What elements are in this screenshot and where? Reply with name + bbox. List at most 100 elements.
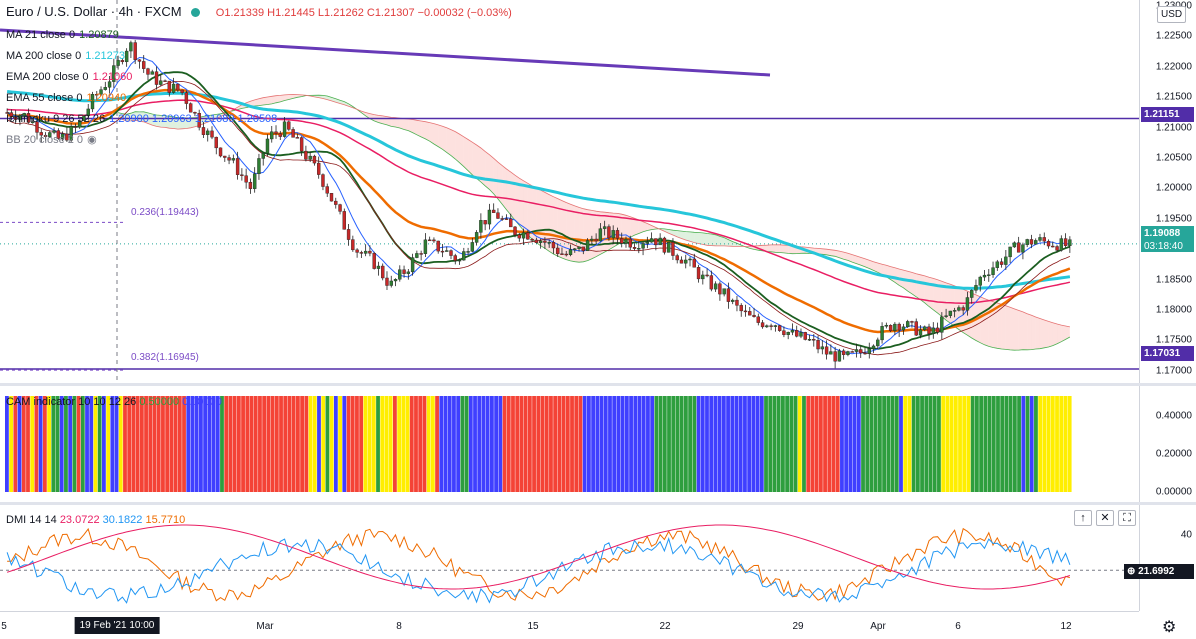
cloud-segment xyxy=(468,139,473,175)
cam-bar xyxy=(262,396,267,492)
cam-bar xyxy=(633,396,638,492)
cloud-segment xyxy=(365,112,370,119)
cloud-segment xyxy=(698,232,703,245)
cam-bar xyxy=(814,396,819,492)
candle-body xyxy=(372,253,376,269)
candle-body xyxy=(739,305,743,312)
cam-bar xyxy=(473,396,477,492)
candle-body xyxy=(470,242,475,252)
candle-body xyxy=(9,112,14,117)
cam-indicator-svg xyxy=(5,396,1072,492)
cam-bar xyxy=(287,396,292,492)
cam-bar xyxy=(856,396,861,492)
candle-body xyxy=(231,158,236,161)
cam-bar xyxy=(426,396,431,492)
fib-236-label: 0.236(1.19443) xyxy=(131,207,199,218)
cloud-segment xyxy=(711,233,716,246)
cam-bar xyxy=(991,396,996,492)
cam-bar xyxy=(595,396,600,492)
cam-bar xyxy=(532,396,536,492)
cam-axis[interactable]: 0.40000 0.20000 0.00000 xyxy=(1139,386,1196,502)
candle-body xyxy=(201,127,206,135)
candle-body xyxy=(376,265,381,269)
cloud-segment xyxy=(574,205,580,263)
pane-separator[interactable] xyxy=(0,383,1196,386)
candle-body xyxy=(965,297,970,311)
dmi-axis[interactable]: 40 xyxy=(1139,505,1196,611)
dmi-pane[interactable] xyxy=(0,505,1139,611)
cloud-segment xyxy=(391,117,396,127)
price-axis[interactable]: 1.230001.225001.220001.215001.210001.205… xyxy=(1139,0,1196,383)
legend-ma21[interactable]: MA 21 close 0 1.20879 xyxy=(6,29,119,41)
cam-bar xyxy=(220,396,224,492)
cam-bar xyxy=(405,396,410,492)
cam-bar xyxy=(76,396,81,492)
legend-ema200[interactable]: EMA 200 close 0 1.21060 xyxy=(6,71,133,83)
hide-eye-icon[interactable]: ◉ xyxy=(87,134,97,146)
cloud-segment xyxy=(694,232,699,244)
cam-bar xyxy=(1046,396,1051,492)
cam-indicator-pane[interactable] xyxy=(0,386,1139,502)
candle-body xyxy=(509,218,513,228)
cam-bar xyxy=(966,396,971,492)
candle-body xyxy=(82,115,86,121)
cam-bar xyxy=(1034,396,1038,492)
cloud-segment xyxy=(997,302,1002,349)
candle-body xyxy=(991,267,995,275)
cloud-segment xyxy=(707,233,712,246)
cam-bar xyxy=(1029,396,1034,492)
price-chart-svg[interactable] xyxy=(0,0,1139,383)
candle-body xyxy=(31,121,35,124)
cam-bar xyxy=(755,396,760,492)
cloud-segment xyxy=(771,244,776,253)
candle-body xyxy=(1029,239,1034,245)
dmi-legend[interactable]: DMI 14 14 23.0722 30.1822 15.7710 xyxy=(6,514,186,526)
candle-body xyxy=(385,277,389,286)
candle-body xyxy=(935,327,940,333)
candle-body xyxy=(820,346,825,350)
legend-ma200[interactable]: MA 200 close 0 1.21273 xyxy=(6,50,125,62)
cam-bar xyxy=(161,396,165,492)
candle-body xyxy=(240,174,244,176)
legend-ema55[interactable]: EMA 55 close 0 1.20940 xyxy=(6,92,127,104)
cam-bar xyxy=(338,396,342,492)
cloud-segment xyxy=(288,94,294,100)
maximize-pane-button[interactable]: ⛶ xyxy=(1118,510,1136,526)
move-pane-up-button[interactable]: ↑ xyxy=(1074,510,1092,526)
candle-body xyxy=(799,332,803,337)
candle-body xyxy=(257,158,261,175)
cam-bar xyxy=(435,396,439,492)
settings-gear-icon[interactable]: ⚙ xyxy=(1162,619,1177,636)
cloud-segment xyxy=(139,111,144,122)
pane-separator-2[interactable] xyxy=(0,502,1196,505)
candle-body xyxy=(795,330,799,337)
cam-bar xyxy=(494,396,499,492)
cam-bar xyxy=(970,396,975,492)
cam-bar xyxy=(1004,396,1009,492)
cam-bar xyxy=(241,396,245,492)
legend-bb[interactable]: BB 20 close 2 0 ◉ xyxy=(6,134,97,146)
legend-ichimoku[interactable]: Ichimoku 9 26 52 26 1.20900 1.20963 1.210… xyxy=(6,113,278,125)
cloud-segment xyxy=(826,249,831,256)
close-pane-button[interactable]: ✕ xyxy=(1096,510,1114,526)
currency-button[interactable]: USD xyxy=(1157,6,1187,23)
cloud-segment xyxy=(1039,318,1045,349)
cam-bar xyxy=(498,396,503,492)
time-axis[interactable]: 5 Mar 8 15 22 29 Apr 6 12 19 Feb '21 10:… xyxy=(0,611,1139,639)
symbol-title[interactable]: Euro / U.S. Dollar · 4h · FXCM xyxy=(6,4,182,19)
cursor-time-label: 19 Feb '21 10:00 xyxy=(74,617,160,634)
candle-body xyxy=(995,261,1000,268)
current-price-tag: 1.19088 03:18:40 xyxy=(1141,226,1194,252)
cam-bar xyxy=(776,396,781,492)
price-chart-pane[interactable] xyxy=(0,0,1139,383)
cam-bar xyxy=(89,396,94,492)
candle-body xyxy=(342,211,346,230)
cam-legend[interactable]: CAM indicator 10 10 12 26 0.50000 0.0000… xyxy=(6,396,222,408)
candle-body xyxy=(884,324,889,327)
candle-body xyxy=(120,60,125,63)
cam-bar xyxy=(51,396,56,492)
cam-bar xyxy=(283,396,288,492)
cam-bar xyxy=(169,396,174,492)
cam-bar xyxy=(443,396,448,492)
cloud-segment xyxy=(267,96,272,105)
